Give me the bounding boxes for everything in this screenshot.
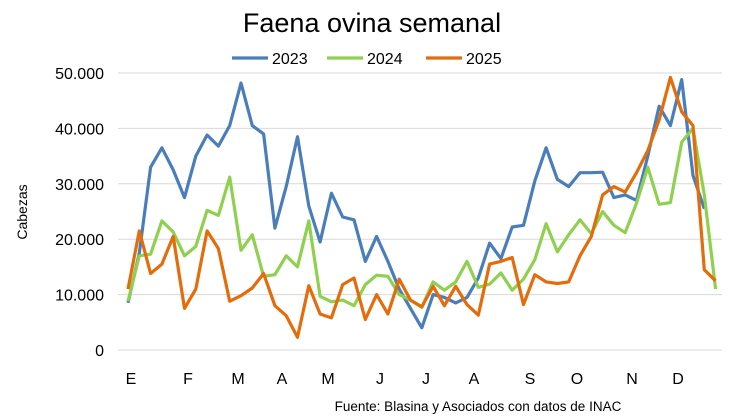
x-tick-label: A bbox=[277, 371, 288, 388]
y-axis-label: Cabezas bbox=[14, 184, 30, 239]
legend-label-2025: 2025 bbox=[466, 51, 502, 68]
y-tick-label: 20.000 bbox=[55, 232, 104, 249]
x-tick-label: J bbox=[422, 371, 430, 388]
source-note: Fuente: Blasina y Asociados con datos de… bbox=[335, 399, 622, 414]
legend-label-2023: 2023 bbox=[272, 51, 308, 68]
x-tick-label: M bbox=[321, 371, 334, 388]
x-tick-label: N bbox=[626, 371, 638, 388]
x-tick-label: F bbox=[183, 371, 193, 388]
x-tick-label: J bbox=[376, 371, 384, 388]
series-line-2023 bbox=[126, 77, 706, 330]
chart-title: Faena ovina semanal bbox=[243, 8, 501, 38]
series-line-2024 bbox=[126, 126, 718, 309]
gridlines bbox=[118, 72, 722, 351]
series-line-2025 bbox=[126, 75, 717, 339]
x-tick-label: E bbox=[126, 371, 137, 388]
x-tick-label: A bbox=[469, 371, 480, 388]
series-lines bbox=[126, 75, 718, 339]
y-tick-label: 40.000 bbox=[55, 121, 104, 138]
legend: 2023 2024 2025 bbox=[232, 51, 502, 68]
y-tick-label: 50.000 bbox=[55, 66, 104, 83]
y-axis-ticks: 0 10.000 20.000 30.000 40.000 50.000 bbox=[55, 66, 104, 360]
x-tick-label: M bbox=[231, 371, 244, 388]
y-tick-label: 30.000 bbox=[55, 177, 104, 194]
x-tick-label: S bbox=[525, 371, 536, 388]
y-tick-label: 10.000 bbox=[55, 288, 104, 305]
legend-label-2024: 2024 bbox=[367, 51, 403, 68]
x-tick-label: O bbox=[571, 371, 583, 388]
y-tick-label: 0 bbox=[95, 343, 104, 360]
x-tick-label: D bbox=[672, 371, 684, 388]
